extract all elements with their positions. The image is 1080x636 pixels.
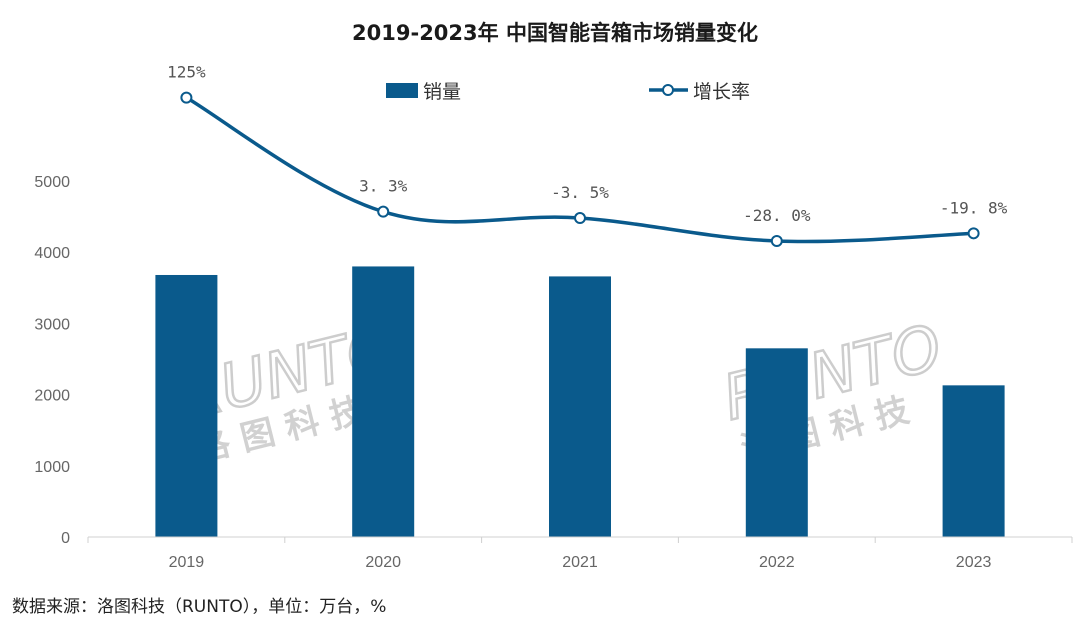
y-tick-label: 3000 bbox=[34, 316, 70, 333]
legend-label-growth: 增长率 bbox=[693, 81, 750, 103]
bar-2021 bbox=[549, 276, 611, 537]
chart-title: 2019-2023年 中国智能音箱市场销量变化 bbox=[352, 21, 758, 45]
growth-point-2019 bbox=[180, 91, 193, 104]
bar-2023 bbox=[942, 385, 1005, 537]
y-axis: 0 1000 2000 3000 4000 5000 bbox=[34, 174, 70, 547]
x-axis: 2019 2020 2021 2022 2023 bbox=[87, 537, 1073, 571]
legend: 销量 增长率 bbox=[386, 81, 750, 103]
growth-data-label: -3. 5% bbox=[551, 183, 609, 202]
growth-line-series: 125% 3. 3% -3. 5% -28. 0% -19. 8% bbox=[167, 63, 1008, 247]
y-tick-label: 1000 bbox=[34, 459, 70, 476]
legend-marker-growth bbox=[662, 84, 674, 96]
growth-point-2021 bbox=[574, 212, 586, 225]
x-tick-label: 2020 bbox=[365, 554, 401, 571]
legend-label-sales: 销量 bbox=[423, 81, 461, 103]
x-tick-label: 2023 bbox=[956, 554, 992, 571]
x-tick-label: 2021 bbox=[562, 554, 598, 571]
legend-swatch-sales bbox=[386, 83, 418, 98]
source-note: 数据来源：洛图科技（RUNTO），单位：万台，% bbox=[12, 597, 387, 617]
bar-2022 bbox=[745, 348, 808, 537]
growth-data-label: 3. 3% bbox=[359, 177, 408, 196]
growth-data-label: -19. 8% bbox=[940, 198, 1008, 217]
y-tick-label: 0 bbox=[61, 530, 70, 547]
growth-point-2023 bbox=[967, 227, 980, 240]
bar-series bbox=[155, 266, 1005, 537]
growth-data-label: 125% bbox=[167, 63, 206, 82]
bar-2019 bbox=[155, 274, 218, 537]
x-tick-label: 2019 bbox=[169, 554, 205, 571]
growth-data-label: -28. 0% bbox=[743, 206, 811, 225]
y-tick-label: 4000 bbox=[34, 245, 70, 262]
y-tick-label: 2000 bbox=[34, 388, 70, 405]
bar-2020 bbox=[352, 266, 415, 537]
y-tick-label: 5000 bbox=[34, 174, 70, 191]
growth-point-2020 bbox=[377, 205, 390, 218]
growth-point-2022 bbox=[770, 235, 783, 247]
x-tick-label: 2022 bbox=[759, 554, 795, 571]
